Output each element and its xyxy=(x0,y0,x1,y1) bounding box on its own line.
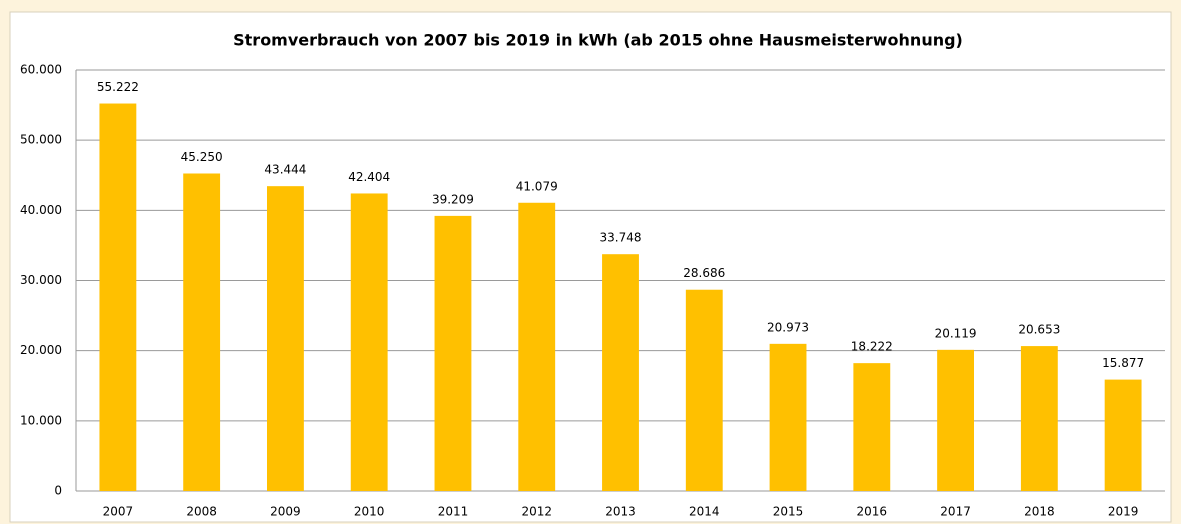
bar xyxy=(1020,346,1058,491)
bar xyxy=(518,202,556,492)
y-tick-label: 50.000 xyxy=(20,133,62,147)
x-tick-label: 2012 xyxy=(521,505,552,519)
y-tick-label: 10.000 xyxy=(20,413,62,427)
y-tick-label: 20.000 xyxy=(20,343,62,357)
y-tick-label: 40.000 xyxy=(20,203,62,217)
x-tick-label: 2017 xyxy=(940,505,971,519)
bar xyxy=(434,215,472,491)
x-tick-label: 2018 xyxy=(1024,505,1055,519)
x-tick-label: 2013 xyxy=(605,505,636,519)
data-label: 18.222 xyxy=(851,340,893,354)
data-label: 28.686 xyxy=(683,266,725,280)
data-label: 15.877 xyxy=(1102,356,1144,370)
bar xyxy=(853,363,891,491)
data-label: 55.222 xyxy=(97,80,139,94)
data-label: 42.404 xyxy=(348,170,390,184)
data-label: 33.748 xyxy=(600,231,642,245)
y-tick-label: 60.000 xyxy=(20,63,62,77)
bar xyxy=(350,193,388,491)
data-label: 20.653 xyxy=(1018,323,1060,337)
bar xyxy=(183,173,221,491)
data-label: 20.119 xyxy=(935,326,977,340)
x-tick-label: 2015 xyxy=(773,505,804,519)
bar xyxy=(937,349,975,491)
bar xyxy=(769,343,807,491)
data-label: 45.250 xyxy=(181,150,223,164)
data-label: 20.973 xyxy=(767,320,809,334)
x-tick-label: 2010 xyxy=(354,505,385,519)
data-label: 43.444 xyxy=(264,163,306,177)
x-tick-label: 2019 xyxy=(1108,505,1139,519)
x-tick-label: 2011 xyxy=(438,505,469,519)
bar xyxy=(266,186,304,491)
y-tick-label: 30.000 xyxy=(20,273,62,287)
x-tick-label: 2008 xyxy=(186,505,217,519)
bar xyxy=(1104,379,1142,491)
bar xyxy=(602,254,639,491)
y-tick-label: 0 xyxy=(54,484,62,498)
chart-title: Stromverbrauch von 2007 bis 2019 in kWh … xyxy=(233,31,963,50)
bar xyxy=(685,289,723,491)
bar xyxy=(99,103,137,491)
x-tick-label: 2016 xyxy=(857,505,888,519)
data-label: 41.079 xyxy=(516,179,558,193)
data-label: 39.209 xyxy=(432,192,474,206)
x-tick-label: 2014 xyxy=(689,505,720,519)
x-tick-label: 2009 xyxy=(270,505,301,519)
x-tick-label: 2007 xyxy=(103,505,134,519)
